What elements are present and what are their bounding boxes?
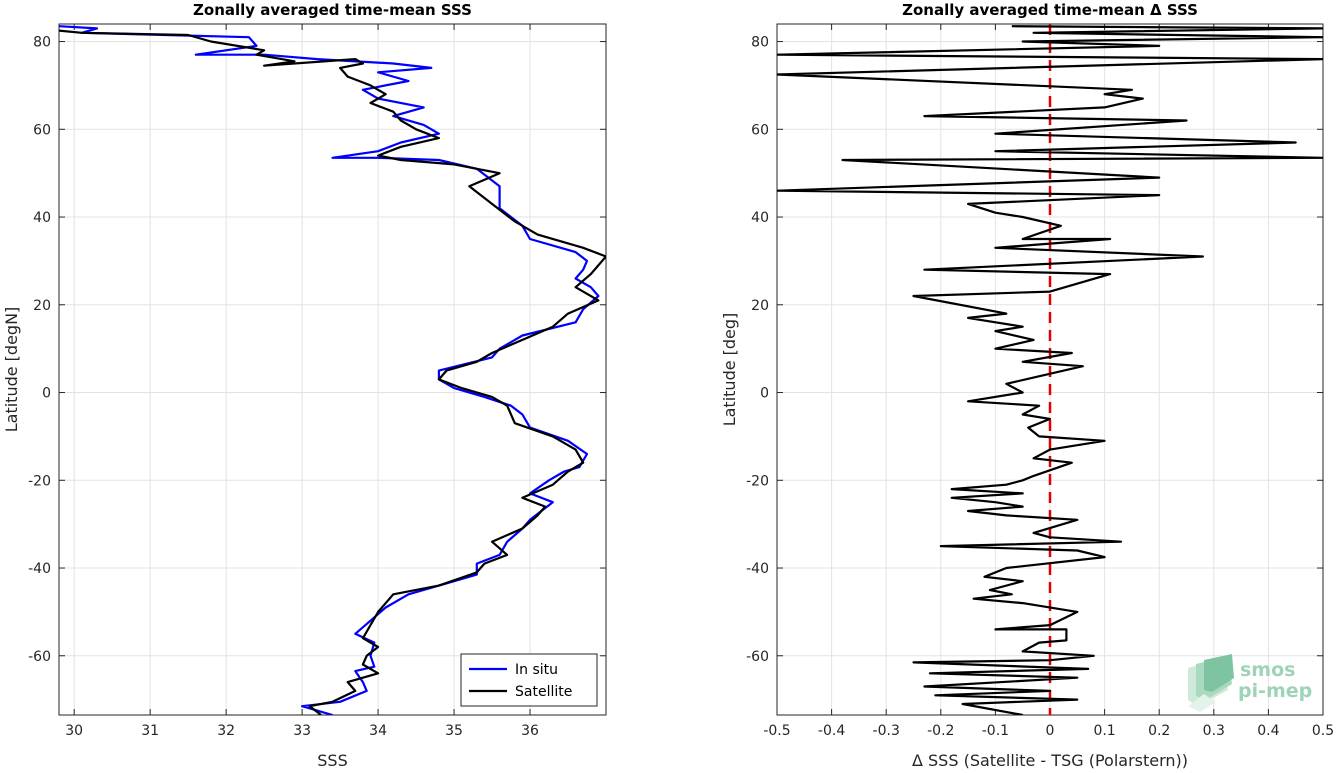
y-tick-label: 20 bbox=[751, 298, 769, 314]
y-tick-label: 60 bbox=[751, 122, 769, 138]
x-tick-label: 0.3 bbox=[1203, 723, 1225, 739]
y-tick-label: -20 bbox=[746, 473, 769, 489]
chart-title: Zonally averaged time-mean SSS bbox=[193, 1, 472, 19]
y-tick-label: 40 bbox=[33, 210, 51, 226]
x-tick-label: 0 bbox=[1046, 723, 1055, 739]
y-tick-label: 60 bbox=[33, 122, 51, 138]
x-tick-label: 30 bbox=[65, 723, 83, 739]
x-tick-label: 33 bbox=[293, 723, 311, 739]
y-tick-label: 20 bbox=[33, 298, 51, 314]
y-axis-label: Latitude [deg] bbox=[720, 313, 739, 427]
x-tick-label: 0.2 bbox=[1148, 723, 1170, 739]
x-tick-label: 36 bbox=[521, 723, 539, 739]
plot-area-frame bbox=[58, 23, 607, 716]
logo-line1: smos bbox=[1240, 659, 1295, 681]
x-tick-label: 0.5 bbox=[1312, 723, 1334, 739]
x-tick-label: -0.4 bbox=[818, 723, 845, 739]
y-tick-label: 40 bbox=[751, 210, 769, 226]
series-line-0 bbox=[777, 25, 1323, 715]
y-tick-label: -60 bbox=[28, 649, 51, 665]
x-tick-label: -0.3 bbox=[873, 723, 900, 739]
y-tick-label: -20 bbox=[28, 473, 51, 489]
y-tick-label: -40 bbox=[28, 561, 51, 577]
smos-pi-mep-logo: smos pi-mep bbox=[1188, 654, 1312, 712]
y-tick-label: 0 bbox=[760, 386, 769, 402]
series-line-satellite bbox=[59, 29, 606, 715]
x-axis-label: Δ SSS (Satellite - TSG (Polarstern)) bbox=[912, 751, 1188, 769]
x-tick-label: 35 bbox=[445, 723, 463, 739]
right-panel: -0.5 -0.4 -0.3 -0.2 -0.1 0 0.1 0.2 0.3 0.4 0.5 80 60… bbox=[720, 1, 1334, 770]
left-panel: 30 31 32 33 34 35 36 80 60 40 20 0 -20 -40 -60 Zonally … bbox=[2, 1, 607, 770]
x-tick-label: 34 bbox=[369, 723, 387, 739]
x-tick-label: -0.5 bbox=[763, 723, 790, 739]
logo-mark-icon bbox=[1188, 654, 1234, 712]
x-tick-label: 0.4 bbox=[1257, 723, 1279, 739]
y-tick-label: -60 bbox=[746, 649, 769, 665]
x-axis-label: SSS bbox=[317, 751, 347, 769]
x-tick-label: -0.1 bbox=[982, 723, 1009, 739]
logo-line2: pi-mep bbox=[1238, 680, 1312, 702]
x-tick-label: 0.1 bbox=[1093, 723, 1115, 739]
y-tick-label: 80 bbox=[33, 35, 51, 51]
y-axis-label: Latitude [degN] bbox=[2, 307, 21, 433]
x-tick-label: 31 bbox=[141, 723, 159, 739]
y-tick-label: 80 bbox=[751, 35, 769, 51]
x-tick-label: 32 bbox=[217, 723, 235, 739]
legend-entry: Satellite bbox=[515, 684, 572, 700]
y-tick-label: -40 bbox=[746, 561, 769, 577]
y-tick-label: 0 bbox=[42, 386, 51, 402]
legend-entry: In situ bbox=[515, 662, 558, 678]
chart-title: Zonally averaged time-mean Δ SSS bbox=[902, 1, 1198, 19]
x-tick-label: -0.2 bbox=[927, 723, 954, 739]
legend-box bbox=[460, 653, 598, 707]
